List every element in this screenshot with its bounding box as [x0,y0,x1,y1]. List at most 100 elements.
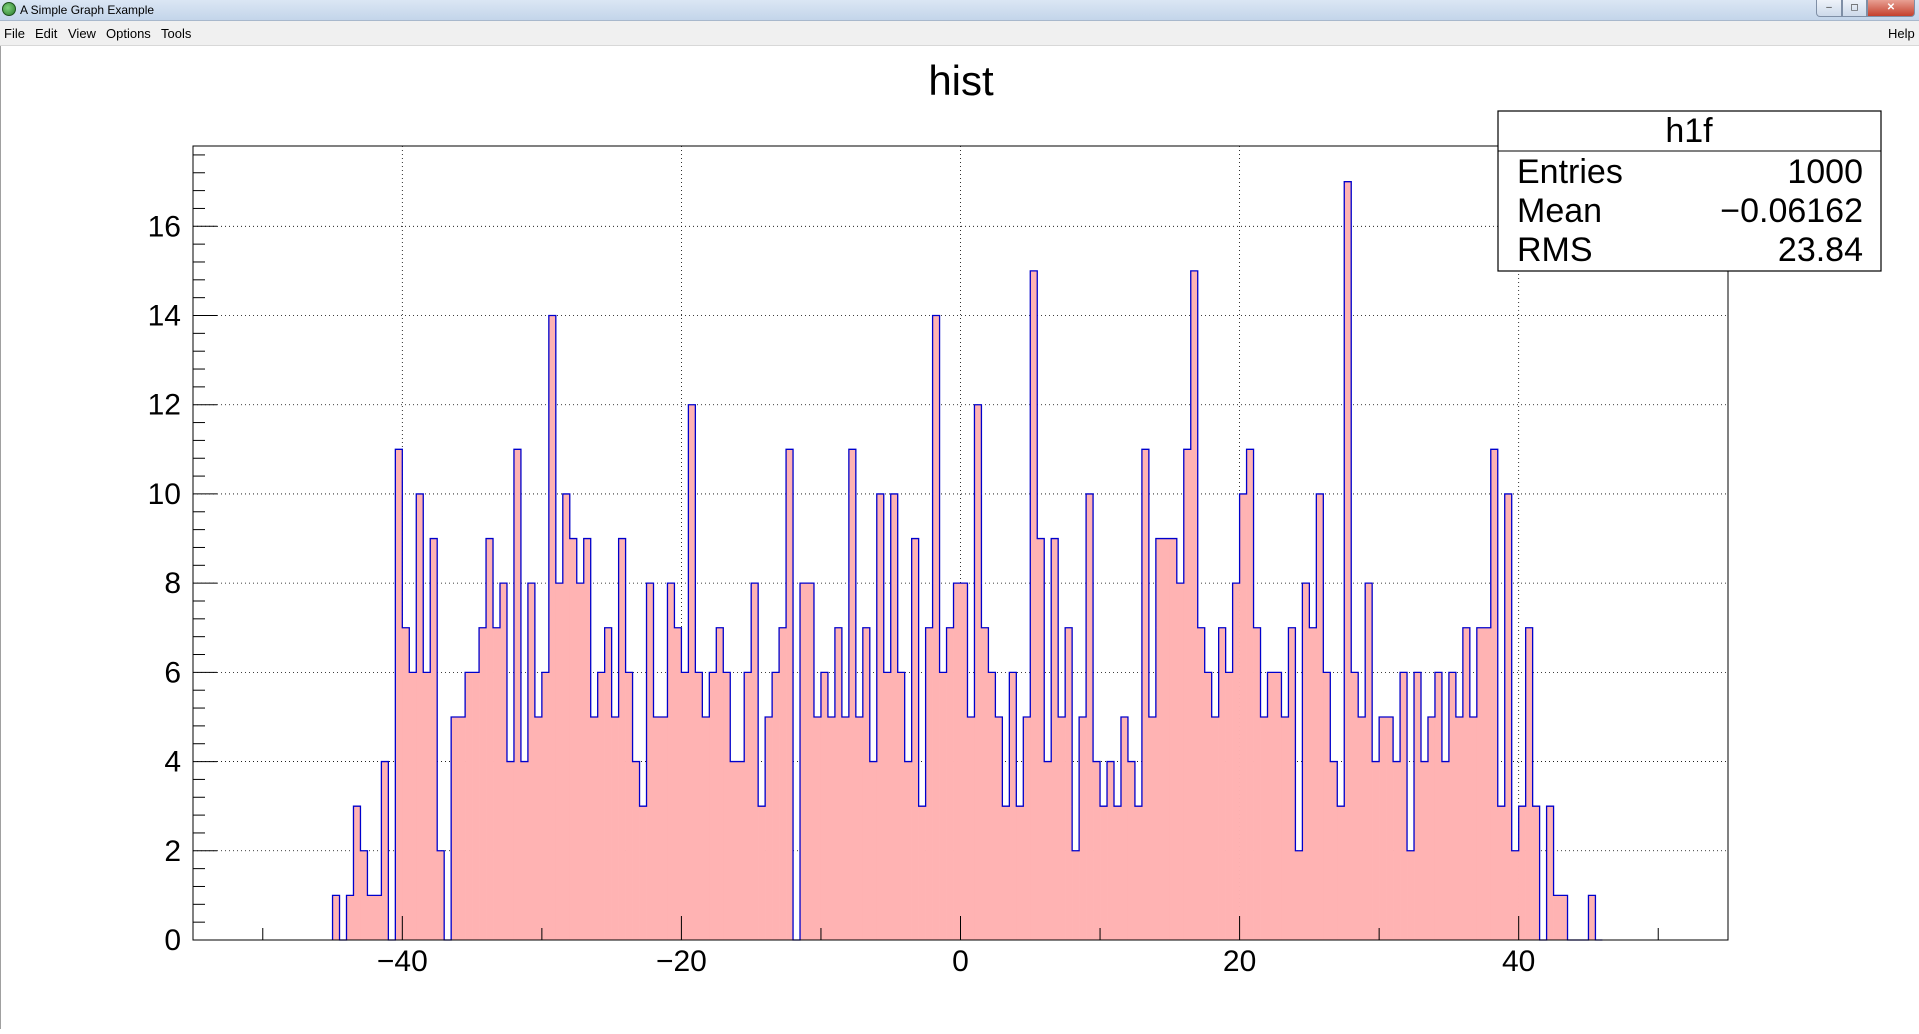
histogram-bar [702,716,710,940]
histogram-bar [1483,627,1492,940]
histogram-bar [820,672,829,940]
histogram-bar [562,493,571,940]
histogram-bar [1400,672,1408,940]
histogram-bar [409,672,417,940]
maximize-button[interactable]: ◻ [1842,0,1867,17]
histogram-bar [890,493,899,940]
histogram-bar [1560,895,1568,940]
plot-canvas[interactable]: −40 −20 0 20 40 0 2 4 6 8 10 12 14 16 hist h1f Entrie… [0,46,1919,1029]
histogram-bar [1169,538,1178,940]
histogram-bar [1197,627,1206,940]
histogram-bar [374,895,382,940]
histogram-bar [423,672,431,940]
menu-tools[interactable]: Tools [161,26,192,41]
histogram-bar [639,806,647,940]
x-tick-label: 40 [1502,945,1535,978]
histogram-bar [709,672,717,940]
histogram-bar [353,806,361,940]
menu-view[interactable]: View [68,26,96,41]
histogram-bar [1504,493,1513,940]
histogram-bar [695,672,703,940]
histogram-bar [1079,716,1087,940]
menu-help[interactable]: Help [1888,26,1915,41]
histogram-bar [486,538,494,940]
stats-box[interactable]: h1f Entries 1000 Mean −0.06162 RMS 23.84 [1497,110,1882,272]
histogram-bar [1337,806,1345,940]
histogram-bar [534,716,543,940]
minimize-button[interactable]: – [1816,0,1842,17]
histogram-bar [1239,493,1247,940]
stats-rms-value: 23.84 [1778,231,1863,269]
histogram-bar [1162,538,1171,940]
app-icon [2,2,16,16]
histogram-bar [827,716,836,940]
histogram-bar [1295,850,1303,940]
histogram-bar [995,716,1003,940]
chart-title: hist [928,57,994,104]
histogram-bar [1497,806,1506,940]
y-tick-label: 0 [164,924,181,957]
histogram-bar [939,672,947,940]
histogram-bar [876,493,885,940]
histogram-bar [1260,716,1268,940]
histogram-bar [1190,270,1199,940]
close-button[interactable]: ✕ [1867,0,1915,17]
histogram-bar [332,895,340,940]
y-tick-label: 6 [164,656,181,689]
histogram-bar [786,449,794,940]
histogram-bar [807,583,815,940]
histogram-bar [1183,449,1192,940]
axes: −40 −20 0 20 40 0 2 4 6 8 10 12 14 16 [148,154,1659,978]
histogram-bar [604,627,612,940]
y-tick-label: 12 [148,389,181,422]
histogram-bar [1351,672,1359,940]
histogram-bar [1330,761,1338,940]
menu-options[interactable]: Options [106,26,151,41]
histogram-bar [527,583,536,940]
histogram-bar [1204,672,1212,940]
histogram-bar [1114,806,1122,940]
histogram-bar [841,716,850,940]
histogram-bar [1469,716,1478,940]
histogram-bar [932,315,940,940]
histogram-bar [953,583,961,940]
histogram-bar [548,315,557,940]
histogram-bar [472,672,480,940]
histogram-bar [1323,672,1331,940]
histogram-bar [1232,583,1240,940]
histogram-bar [451,716,459,940]
histogram-bar [897,672,905,940]
histogram-bar [625,672,633,940]
histogram-bar [1316,493,1324,940]
histogram-bar [1518,806,1526,940]
histogram-bar [1274,672,1282,940]
x-tick-label: −20 [656,945,707,978]
histogram-bar [737,761,745,940]
histogram-bar [1448,672,1457,940]
histogram-bar [855,716,864,940]
y-tick-label: 8 [164,567,181,600]
menu-file[interactable]: File [4,26,25,41]
histogram-bars [332,181,1596,940]
histogram-bar [569,538,578,940]
histogram-bar [1525,627,1533,940]
stats-entries-label: Entries [1517,153,1623,191]
histogram-bar [1009,672,1017,940]
histogram-bar [1553,895,1561,940]
menu-edit[interactable]: Edit [35,26,58,41]
stats-name: h1f [1665,112,1713,150]
plot-frame [192,145,1729,941]
histogram-bar [367,895,375,940]
histogram-bar [1434,672,1443,940]
stats-mean-label: Mean [1517,192,1602,230]
histogram-bar [395,449,403,940]
histogram-bar [430,538,438,940]
histogram-bar [1100,806,1108,940]
histogram-bar [1127,761,1136,940]
histogram-bar [779,627,787,940]
y-tick-label: 16 [148,210,181,243]
histogram-bar [1253,627,1261,940]
histogram-bar [1532,806,1540,940]
y-tick-label: 10 [148,478,181,511]
histogram-bar [1134,806,1143,940]
